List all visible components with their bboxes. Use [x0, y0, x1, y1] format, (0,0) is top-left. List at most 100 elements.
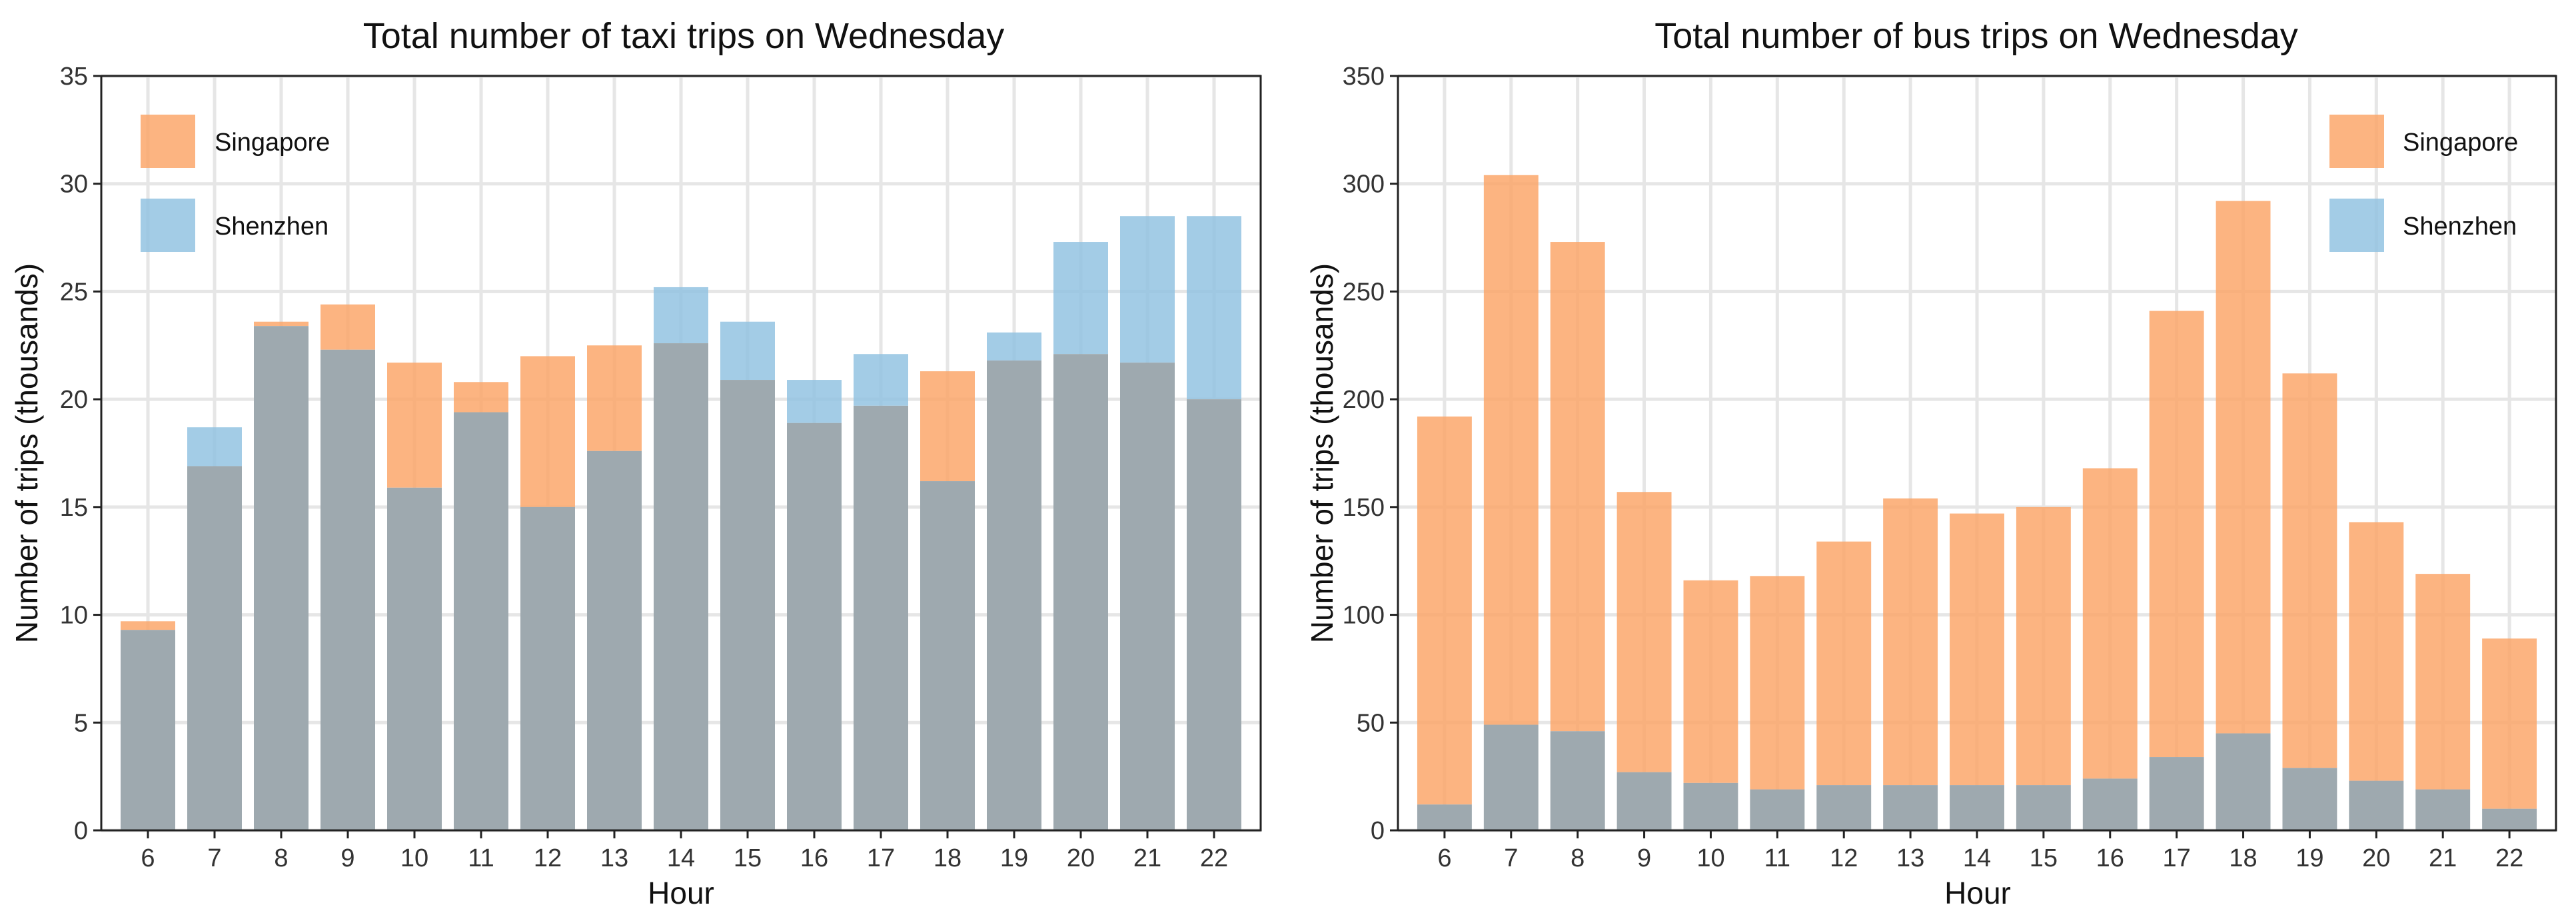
taxi-bar-overlap-hour-9: [321, 349, 375, 830]
bus-legend-label-shenzhen: Shenzhen: [2403, 213, 2517, 241]
taxi-y-tick-label: 20: [60, 386, 88, 414]
bus-bar-overlap-hour-20: [2349, 780, 2404, 830]
bus-x-tick-label: 12: [1830, 844, 1858, 872]
taxi-y-tick-label: 10: [60, 602, 88, 630]
bus-bar-overlap-hour-14: [1950, 785, 2004, 830]
bus-x-tick-label: 17: [2163, 844, 2191, 872]
bus-x-tick-label: 18: [2229, 844, 2257, 872]
taxi-bar-overlap-hour-7: [187, 466, 242, 830]
bus-bar-overlap-hour-16: [2082, 778, 2138, 830]
bus-x-axis: 6 7 8 9 10 11 12 13 14 15 16 17 18 19 20 21 22: [1437, 830, 2523, 872]
taxi-legend: Singapore Shenzhen: [141, 115, 330, 252]
taxi-y-axis: 0 5 10 15 20 25 30 35: [60, 63, 101, 845]
taxi-legend-label-shenzhen: Shenzhen: [215, 213, 328, 241]
bus-bar-overlap-hour-21: [2415, 789, 2471, 830]
taxi-bar-overlap-hour-11: [454, 412, 508, 830]
bus-bar-singapore-hour-21: [2415, 574, 2471, 790]
taxi-bar-overlap-hour-13: [587, 451, 642, 830]
bus-bar-overlap-hour-9: [1616, 772, 1672, 830]
taxi-bar-shenzhen-hour-15: [720, 321, 775, 381]
bus-y-tick-label: 150: [1343, 494, 1385, 522]
bus-bar-singapore-hour-9: [1616, 492, 1672, 772]
taxi-bar-shenzhen-hour-20: [1053, 242, 1108, 355]
taxi-bar-overlap-hour-16: [787, 423, 842, 830]
bus-bar-overlap-hour-15: [2016, 785, 2071, 830]
bus-bar-overlap-hour-17: [2149, 757, 2204, 830]
bus-x-tick-label: 19: [2295, 844, 2323, 872]
taxi-bar-singapore-hour-8: [254, 321, 309, 327]
taxi-bar-overlap-hour-22: [1187, 399, 1241, 830]
taxi-x-tick-label: 16: [800, 844, 828, 872]
bus-y-tick-label: 0: [1371, 817, 1385, 845]
bus-x-tick-label: 6: [1437, 844, 1451, 872]
bus-x-tick-label: 10: [1696, 844, 1724, 872]
taxi-bar-overlap-hour-10: [387, 487, 442, 830]
taxi-x-axis-title: Hour: [648, 876, 714, 910]
bus-x-tick-label: 15: [2030, 844, 2058, 872]
taxi-x-tick-label: 21: [1133, 844, 1161, 872]
taxi-chart: Total number of taxi trips on Wednesday …: [9, 16, 1262, 910]
bus-bar-singapore-hour-19: [2282, 373, 2337, 768]
taxi-bar-shenzhen-hour-22: [1187, 216, 1241, 400]
bus-bar-overlap-hour-6: [1417, 804, 1472, 830]
taxi-bar-shenzhen-hour-21: [1120, 216, 1175, 363]
bus-x-tick-label: 20: [2362, 844, 2390, 872]
bus-chart: Total number of bus trips on Wednesday 0…: [1305, 16, 2557, 910]
taxi-x-tick-label: 19: [1000, 844, 1028, 872]
taxi-x-axis: 6 7 8 9 10 11 12 13 14 15 16 17 18 19 20 21 22: [141, 830, 1228, 872]
bus-bar-singapore-hour-18: [2216, 201, 2271, 734]
bus-bar-overlap-hour-11: [1750, 789, 1805, 830]
taxi-bar-overlap-hour-21: [1120, 363, 1175, 830]
taxi-bar-shenzhen-hour-14: [654, 287, 708, 344]
bus-bar-singapore-hour-6: [1417, 417, 1472, 805]
bus-bar-overlap-hour-18: [2216, 733, 2271, 830]
taxi-chart-title: Total number of taxi trips on Wednesday: [363, 16, 1005, 56]
bus-x-tick-label: 14: [1963, 844, 1991, 872]
taxi-bar-shenzhen-hour-7: [187, 427, 242, 466]
bus-legend-swatch-singapore: [2329, 115, 2384, 168]
taxi-y-tick-label: 25: [60, 278, 88, 306]
bus-bar-singapore-hour-7: [1483, 175, 1539, 725]
taxi-bars: [121, 216, 1241, 831]
bus-bar-singapore-hour-11: [1750, 576, 1805, 790]
bus-bar-singapore-hour-17: [2149, 311, 2204, 758]
bus-bar-overlap-hour-8: [1550, 731, 1605, 830]
taxi-bar-shenzhen-hour-17: [854, 354, 908, 406]
bus-x-tick-label: 21: [2429, 844, 2457, 872]
taxi-bar-shenzhen-hour-19: [987, 332, 1041, 361]
bus-x-tick-label: 7: [1504, 844, 1518, 872]
taxi-bar-singapore-hour-12: [520, 356, 575, 507]
taxi-bar-overlap-hour-6: [121, 630, 175, 830]
taxi-x-tick-label: 6: [141, 844, 155, 872]
bus-y-tick-label: 200: [1343, 386, 1385, 414]
bus-bars: [1417, 175, 2537, 830]
taxi-x-tick-label: 14: [667, 844, 695, 872]
bus-x-tick-label: 8: [1571, 844, 1585, 872]
taxi-x-tick-label: 17: [867, 844, 895, 872]
taxi-y-tick-label: 30: [60, 171, 88, 199]
taxi-y-axis-title: Number of trips (thousands): [9, 263, 44, 643]
taxi-x-tick-label: 18: [934, 844, 962, 872]
taxi-legend-swatch-shenzhen: [141, 199, 195, 252]
taxi-bar-overlap-hour-17: [854, 405, 908, 830]
taxi-y-tick-label: 35: [60, 63, 88, 91]
bus-bar-singapore-hour-16: [2082, 468, 2138, 779]
bus-bar-singapore-hour-10: [1683, 580, 1738, 783]
taxi-x-tick-label: 12: [534, 844, 562, 872]
bus-x-tick-label: 13: [1896, 844, 1924, 872]
bus-bar-singapore-hour-13: [1883, 498, 1938, 786]
bus-y-axis: 0 50 100 150 200 250 300 350: [1343, 63, 1398, 845]
bus-bar-singapore-hour-12: [1816, 541, 1872, 786]
bus-bar-overlap-hour-13: [1883, 785, 1938, 830]
bus-x-tick-label: 22: [2495, 844, 2523, 872]
taxi-bar-overlap-hour-14: [654, 343, 708, 830]
taxi-legend-swatch-singapore: [141, 115, 195, 168]
bus-legend: Singapore Shenzhen: [2329, 115, 2518, 252]
bus-bar-singapore-hour-22: [2482, 638, 2537, 809]
bus-chart-title: Total number of bus trips on Wednesday: [1654, 16, 2298, 56]
bus-bar-overlap-hour-19: [2282, 768, 2337, 830]
bus-bar-singapore-hour-14: [1950, 513, 2004, 786]
bus-x-tick-label: 16: [2096, 844, 2124, 872]
taxi-bar-singapore-hour-13: [587, 345, 642, 451]
